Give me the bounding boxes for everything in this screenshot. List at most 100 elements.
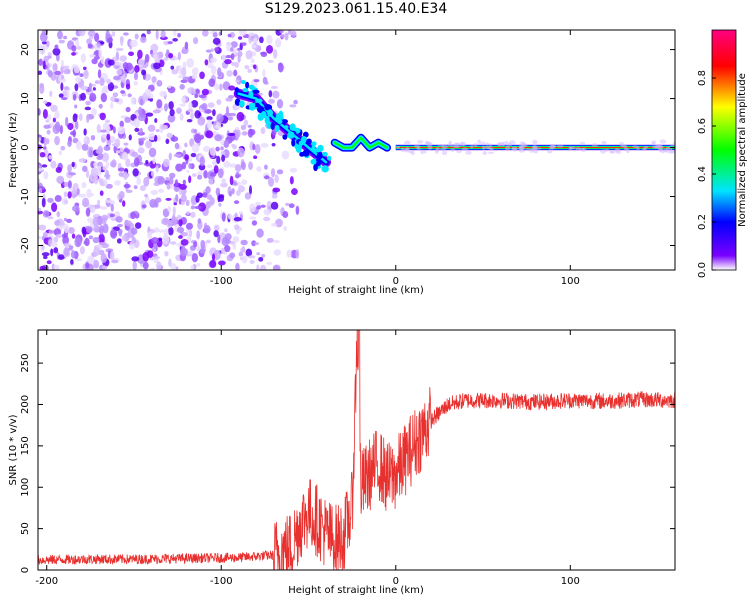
- spectrogram-noise-blob: [43, 231, 48, 238]
- spectrogram-noise-blob: [205, 201, 211, 210]
- spectrogram-carrier-fuzz: [600, 149, 607, 154]
- spectrogram-noise-blob: [39, 84, 45, 94]
- spectrogram-noise-blob: [190, 100, 199, 108]
- spectrogram-noise-blob: [38, 58, 43, 66]
- spectrogram-noise-blob: [123, 183, 131, 189]
- spectrogram-noise-blob: [61, 197, 69, 206]
- y-tick-label: 10: [20, 92, 31, 105]
- spectrogram-noise-blob: [273, 239, 280, 244]
- spectrogram-carrier-fuzz: [660, 149, 666, 154]
- colorbar-tick-label: 0.8: [697, 70, 708, 86]
- spectrogram-noise-blob: [185, 222, 194, 230]
- spectrogram-noise-blob: [256, 264, 260, 270]
- spectrogram-noise-blob: [227, 33, 232, 38]
- spectrogram-noise-blob: [63, 242, 72, 248]
- spectrogram-carrier-fuzz: [651, 140, 657, 145]
- spectrogram-carrier-fuzz: [533, 149, 539, 154]
- spectrogram-noise-blob: [46, 114, 52, 121]
- spectrogram-noise-blob: [63, 68, 71, 75]
- spectrogram-noise-blob: [194, 93, 198, 99]
- spectrogram-noise-blob: [220, 182, 228, 188]
- spectrogram-noise-blob: [115, 61, 122, 66]
- spectrogram-noise-blob: [111, 31, 116, 37]
- spectrogram-y-ticks: -20 -10 0 10 20: [20, 43, 675, 254]
- spectrogram-carrier-fuzz: [619, 142, 624, 145]
- spectrogram-noise-blob: [57, 254, 65, 260]
- spectrogram-noise-blob: [72, 129, 76, 138]
- spectrogram-noise-blob: [201, 102, 208, 111]
- spectrogram-noise-blob: [176, 107, 182, 115]
- spectrogram-carrier-fuzz: [408, 150, 414, 154]
- spectrogram-noise-blob: [229, 163, 237, 168]
- spectrogram-carrier-fuzz: [487, 151, 495, 154]
- spectrogram-noise-blob: [179, 103, 186, 107]
- spectrogram-noise-blob: [249, 216, 257, 220]
- spectrogram-noise-blob: [153, 201, 159, 208]
- spectrogram-noise-blob: [224, 112, 231, 117]
- spectrogram-noise-blob: [99, 190, 104, 196]
- spectrogram-noise-blob: [133, 185, 138, 190]
- spectrogram-noise-blob: [188, 175, 192, 184]
- spectrogram-noise-blob: [203, 169, 208, 179]
- spectrogram-trace-blob: [298, 140, 304, 146]
- spectrogram-noise-blob: [212, 32, 218, 38]
- spectrogram-noise-blob: [245, 248, 253, 257]
- spectrogram-noise-blob: [67, 122, 74, 131]
- spectrogram-noise-blob: [206, 119, 213, 130]
- spectrogram-carrier-fuzz: [505, 142, 513, 147]
- spectrogram-noise-blob: [270, 85, 278, 90]
- spectrogram-noise-blob: [238, 36, 243, 40]
- spectrogram-noise-blob: [38, 224, 47, 231]
- spectrogram-noise-blob: [253, 79, 260, 83]
- spectrogram-descending-trace: [237, 92, 328, 164]
- spectrogram-carrier-fuzz: [470, 144, 474, 149]
- spectrogram-noise-blob: [78, 158, 87, 163]
- spectrogram-noise-blob: [43, 171, 49, 180]
- spectrogram-carrier-fuzz: [609, 150, 614, 154]
- spectrogram-noise-blob: [125, 62, 133, 71]
- spectrogram-noise-blob: [287, 30, 293, 35]
- spectrogram-carrier-fuzz: [550, 143, 555, 149]
- spectrogram-noise-blob: [218, 260, 226, 266]
- spectrogram-noise-blob: [130, 96, 135, 105]
- spectrogram-noise-blob: [49, 63, 53, 68]
- spectrogram-noise-blob: [125, 189, 133, 194]
- spectrogram-noise-blob: [68, 172, 77, 176]
- spectrogram-noise-blob: [293, 99, 298, 105]
- spectrogram-noise-blob: [258, 256, 264, 262]
- spectrogram-noise-blob: [46, 62, 50, 71]
- spectrogram-noise-blob: [76, 188, 80, 196]
- spectrogram-noise-blob: [238, 251, 244, 257]
- spectrogram-trace-blob: [311, 144, 316, 152]
- spectrogram-noise-blob: [67, 140, 72, 147]
- spectrogram-noise-blob: [97, 199, 101, 206]
- spectrogram-noise-blob: [112, 92, 119, 98]
- spectrogram-noise-blob: [88, 54, 96, 58]
- spectrogram-noise-blob: [104, 119, 111, 123]
- spectrogram-noise-blob: [157, 237, 163, 242]
- spectrogram-noise-blob: [89, 192, 95, 197]
- spectrogram-noise-blob: [232, 48, 238, 56]
- spectrogram-noise-blob: [211, 253, 216, 261]
- y-tick-label: 0: [20, 567, 31, 573]
- spectrogram-noise-blob: [205, 49, 212, 53]
- spectrogram-noise-blob: [118, 172, 125, 177]
- spectrogram-noise-blob: [185, 199, 190, 207]
- spectrogram-noise-blob: [209, 259, 217, 268]
- spectrogram-noise-blob: [223, 140, 229, 148]
- spectrogram-noise-blob: [265, 45, 274, 54]
- spectrogram-noise-blob: [93, 246, 100, 257]
- spectrogram-noise-blob: [206, 116, 213, 121]
- spectrogram-noise-blob: [160, 30, 166, 38]
- spectrogram-carrier-fuzz: [435, 146, 440, 152]
- spectrogram-carrier-fuzz: [489, 143, 493, 148]
- colorbar-scale: [711, 29, 737, 271]
- spectrogram-noise-blob: [83, 69, 89, 80]
- spectrogram-noise-blob: [41, 197, 46, 208]
- spectrogram-noise-blob: [200, 239, 206, 249]
- spectrogram-noise-blob: [110, 203, 114, 212]
- spectrogram-noise-blob: [130, 211, 136, 220]
- spectrogram-noise-blob: [175, 163, 184, 172]
- spectrogram-carrier-fuzz: [575, 147, 581, 151]
- spectrogram-noise-blob: [213, 249, 221, 260]
